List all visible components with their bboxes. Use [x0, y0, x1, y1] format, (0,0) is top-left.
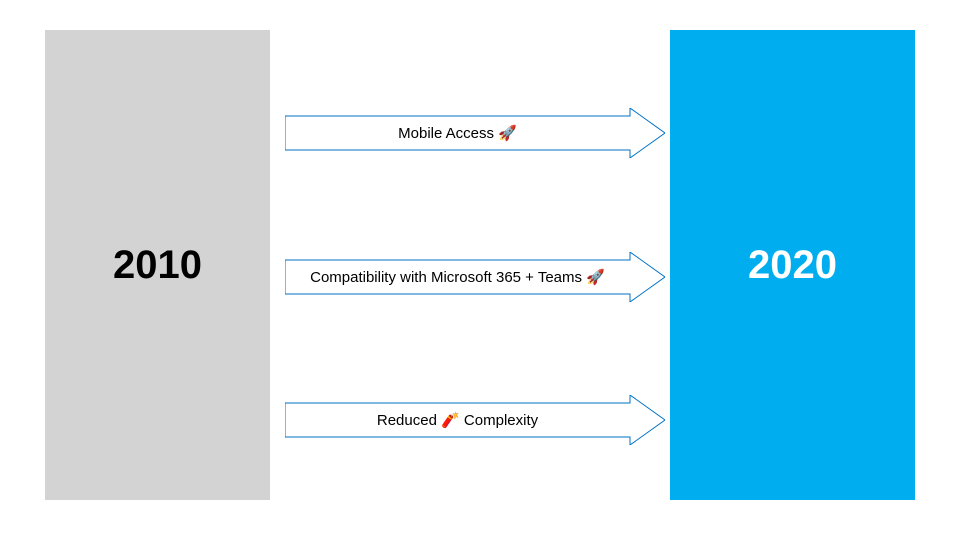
panel-2020-label: 2020 — [748, 243, 837, 288]
panel-2010-label: 2010 — [113, 243, 202, 288]
arrow-label: Reduced 🧨 Complexity — [285, 395, 630, 445]
arrow-compatibility: Compatibility with Microsoft 365 + Teams… — [285, 252, 665, 302]
panel-2020: 2020 — [670, 30, 915, 500]
arrow-label: Mobile Access 🚀 — [285, 108, 630, 158]
panel-2010: 2010 — [45, 30, 270, 500]
arrow-label: Compatibility with Microsoft 365 + Teams… — [285, 252, 630, 302]
arrow-reduced-complexity: Reduced 🧨 Complexity — [285, 395, 665, 445]
arrow-mobile-access: Mobile Access 🚀 — [285, 108, 665, 158]
